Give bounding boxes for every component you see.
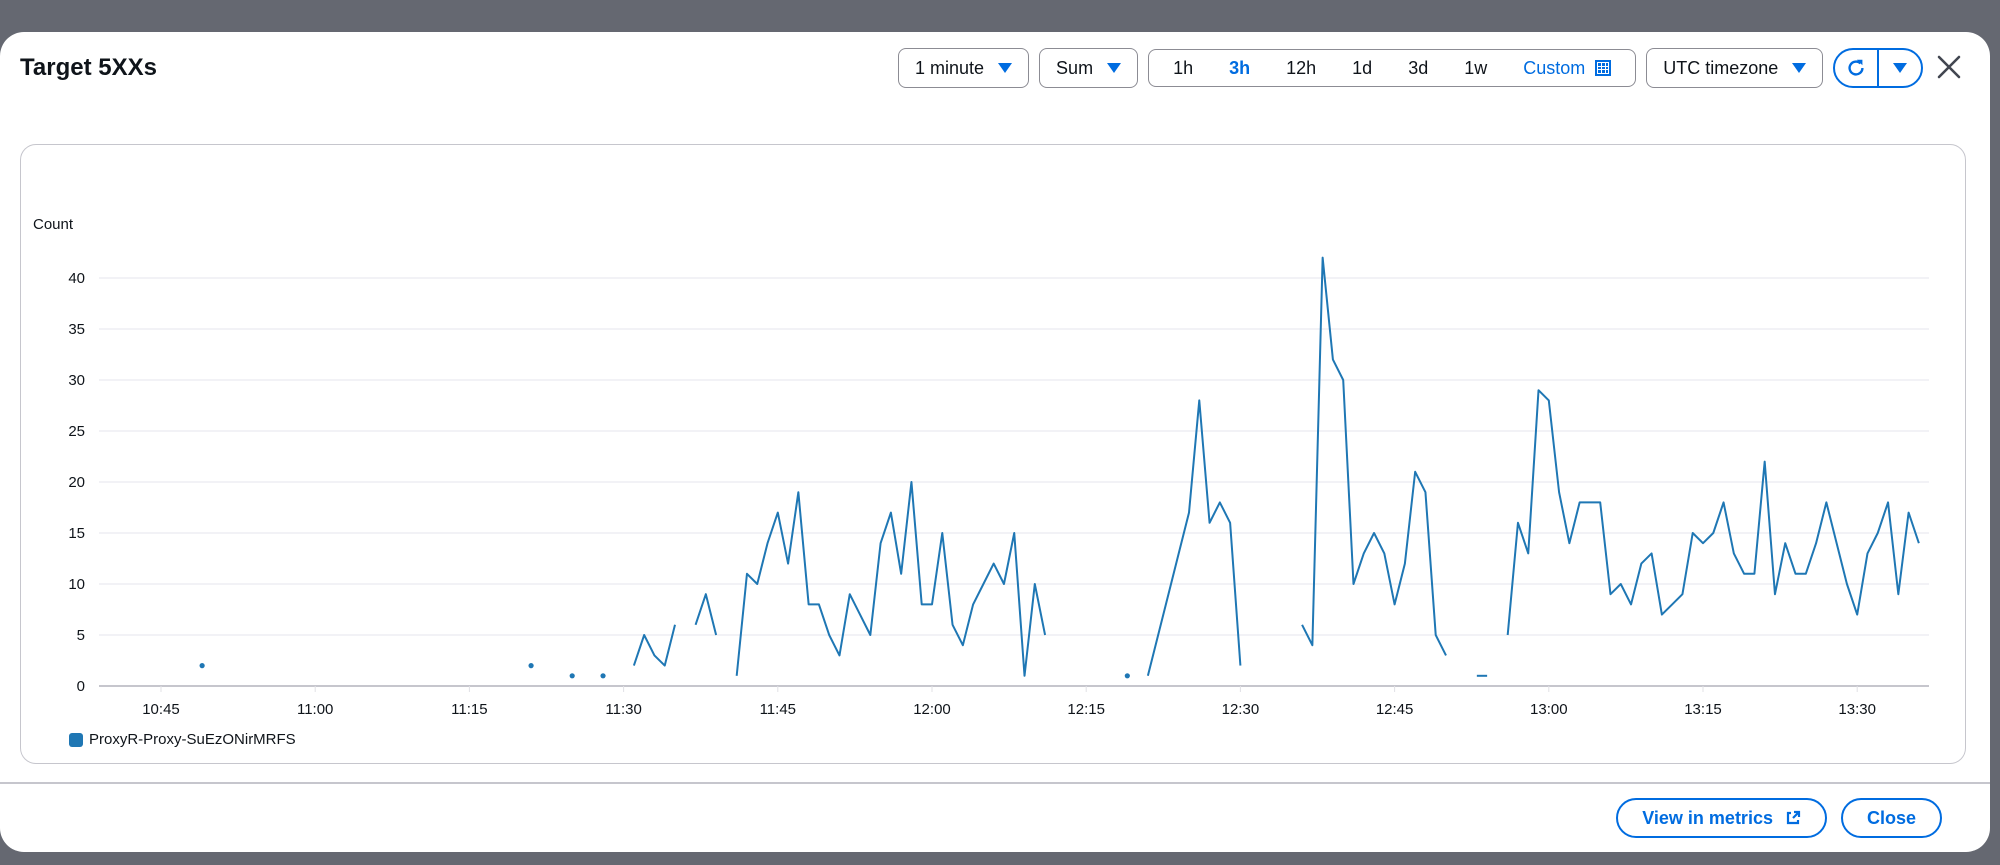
caret-down-icon [1893,63,1908,73]
modal-title: Target 5XXs [20,54,157,81]
refresh-options-button[interactable] [1879,50,1921,86]
range-1d[interactable]: 1d [1352,57,1373,78]
view-in-metrics-button[interactable]: View in metrics [1616,798,1827,838]
statistic-dropdown[interactable]: Sum [1039,48,1139,88]
svg-text:11:00: 11:00 [297,701,333,718]
line-chart: Count 0 5 10 15 20 25 30 35 40 10:45 11:00 11:15 11:3… [33,216,1929,718]
caret-down-icon [1107,63,1122,73]
timezone-dropdown-label: UTC timezone [1663,57,1779,78]
calendar-icon [1595,60,1612,76]
metric-modal: Target 5XXs 1 minute Sum 1h 3h 12h 1d 3d… [0,32,1990,852]
external-link-icon [1786,810,1801,825]
svg-text:12:45: 12:45 [1376,701,1414,718]
svg-text:11:15: 11:15 [451,701,487,718]
caret-down-icon [998,63,1013,73]
custom-label: Custom [1523,57,1586,78]
svg-text:12:30: 12:30 [1222,701,1260,718]
footer-divider [0,782,1990,784]
period-dropdown-label: 1 minute [915,57,985,78]
chart-container: Count 0 5 10 15 20 25 30 35 40 10:45 11:00 11:15 11:3… [20,144,1966,764]
range-12h[interactable]: 12h [1286,57,1317,78]
svg-text:10: 10 [68,576,85,593]
svg-text:11:45: 11:45 [760,701,796,718]
range-custom[interactable]: Custom [1505,58,1629,79]
svg-text:20: 20 [68,474,85,491]
timezone-dropdown[interactable]: UTC timezone [1646,48,1824,88]
svg-text:Count: Count [33,216,74,233]
svg-text:10:45: 10:45 [142,701,180,718]
svg-text:35: 35 [68,321,85,338]
svg-text:13:00: 13:00 [1530,701,1568,718]
view-in-metrics-label: View in metrics [1642,807,1773,828]
close-icon[interactable] [1932,50,1966,84]
split-divider [1877,50,1880,86]
legend-label: ProxyR-Proxy-SuEzONirMRFS [89,731,296,748]
svg-text:13:30: 13:30 [1838,701,1876,718]
close-button[interactable]: Close [1840,798,1942,838]
statistic-dropdown-label: Sum [1056,57,1094,78]
svg-text:0: 0 [77,678,85,695]
time-range-selector: 1h 3h 12h 1d 3d 1w Custom [1148,49,1637,87]
toolbar: 1 minute Sum 1h 3h 12h 1d 3d 1w Custom U… [898,48,1924,88]
svg-text:40: 40 [68,270,85,287]
svg-text:12:15: 12:15 [1067,701,1105,718]
caret-down-icon [1792,63,1807,73]
close-label: Close [1866,807,1916,828]
svg-text:11:30: 11:30 [605,701,641,718]
period-dropdown[interactable]: 1 minute [898,48,1030,88]
refresh-button[interactable] [1835,50,1877,86]
refresh-icon [1848,59,1864,76]
range-3d[interactable]: 3d [1408,57,1429,78]
range-3h[interactable]: 3h [1229,57,1251,78]
chart-legend[interactable]: ProxyR-Proxy-SuEzONirMRFS [69,731,296,748]
modal-footer: View in metrics Close [1616,798,1942,838]
svg-text:12:00: 12:00 [913,701,951,718]
svg-text:5: 5 [77,627,85,644]
svg-text:30: 30 [68,372,85,389]
range-1h[interactable]: 1h [1173,57,1194,78]
refresh-split-button [1833,48,1924,88]
svg-text:25: 25 [68,423,85,440]
svg-text:15: 15 [68,525,85,542]
legend-swatch [69,732,83,747]
svg-text:13:15: 13:15 [1684,701,1722,718]
range-1w[interactable]: 1w [1464,57,1488,78]
